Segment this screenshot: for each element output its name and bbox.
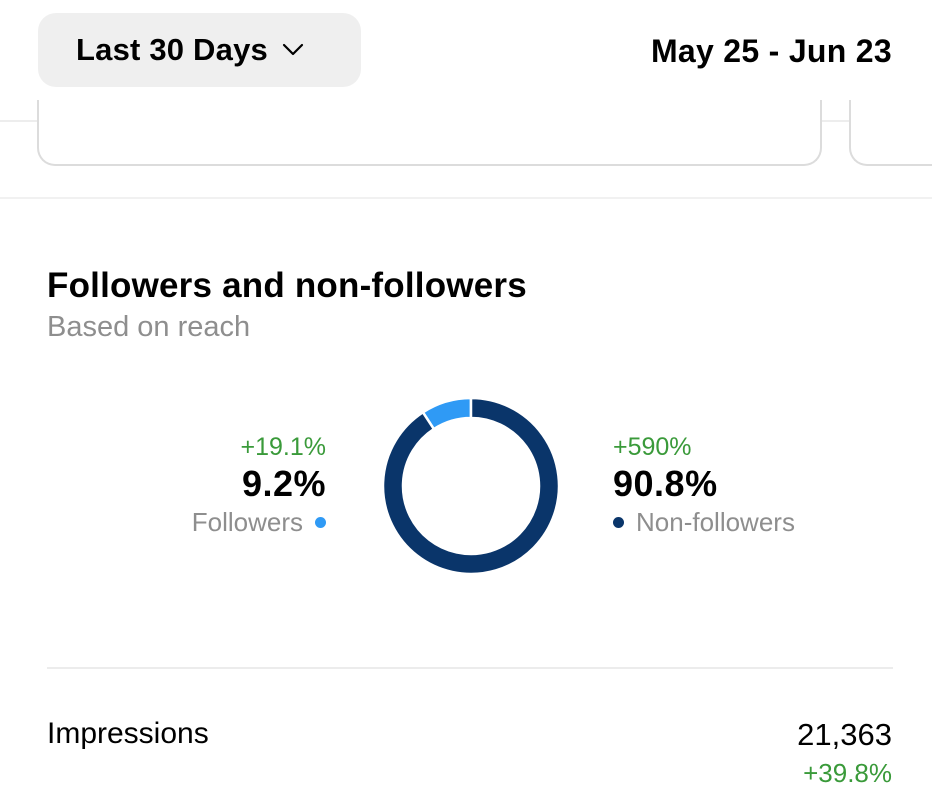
date-range-text: May 25 - Jun 23 [650, 33, 892, 69]
followers-legend-dot [315, 516, 326, 528]
section-title: Followers and non-followers [47, 266, 527, 305]
non-followers-legend-dot [613, 516, 624, 528]
divider [0, 197, 932, 199]
chevron-down-icon [282, 43, 304, 56]
date-range-dropdown[interactable]: Last 30 Days [38, 13, 361, 87]
impressions-label: Impressions [47, 717, 209, 750]
non-followers-legend-label: Non-followers [636, 507, 795, 537]
non-followers-change: +590% [613, 433, 692, 461]
followers-stats: +19.1% 9.2% Followers [192, 432, 326, 538]
non-followers-stats: +590% 90.8% Non-followers [613, 432, 795, 538]
section-subtitle: Based on reach [47, 311, 251, 343]
followers-legend-label: Followers [191, 507, 303, 537]
metric-card[interactable] [849, 100, 932, 166]
non-followers-legend: Non-followers [613, 506, 795, 538]
followers-donut-chart [383, 398, 559, 574]
metric-card[interactable] [37, 100, 822, 166]
followers-percentage: 9.2% [241, 463, 326, 504]
non-followers-percentage: 90.8% [613, 463, 718, 504]
followers-change: +19.1% [240, 433, 327, 461]
donut-slice-non-followers [383, 398, 559, 574]
impressions-value: 21,363 [797, 717, 892, 752]
impressions-change: +39.8% [803, 758, 892, 788]
divider [47, 667, 893, 669]
followers-legend: Followers [192, 506, 326, 538]
date-range-dropdown-label: Last 30 Days [76, 32, 268, 67]
